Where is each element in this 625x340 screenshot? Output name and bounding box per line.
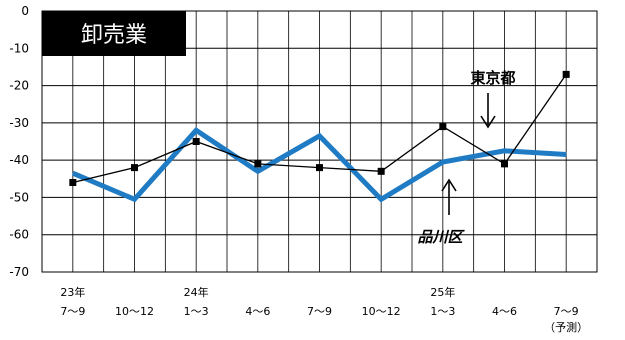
arrow-tokyo bbox=[480, 93, 496, 129]
series-label-tokyo: 東京都 bbox=[470, 69, 515, 87]
series-label-shinagawa: 品川区 bbox=[417, 228, 465, 246]
x-tick-year: 25年 bbox=[430, 285, 455, 299]
x-axis: 23年 7〜9 10〜12 24年 1〜3 4〜6 7〜9 10〜12 25年 1〜3 4〜6 7〜9… bbox=[60, 285, 588, 334]
y-tick-label: -10 bbox=[9, 41, 29, 55]
y-tick-label: -40 bbox=[9, 153, 29, 167]
chart-title: 卸売業 bbox=[81, 23, 147, 48]
data-point bbox=[439, 123, 447, 131]
x-tick-label: 10〜12 bbox=[115, 305, 154, 318]
x-tick-label: 1〜3 bbox=[430, 305, 455, 318]
data-point bbox=[377, 167, 385, 175]
title-box bbox=[42, 11, 186, 56]
y-tick-label: -50 bbox=[9, 190, 29, 204]
x-tick-year: 24年 bbox=[184, 285, 209, 299]
x-tick-note: （予測） bbox=[544, 320, 588, 334]
data-point bbox=[562, 70, 570, 78]
x-tick-label: 4〜6 bbox=[492, 305, 517, 318]
y-tick-label: -30 bbox=[9, 116, 29, 130]
series-layer bbox=[69, 70, 570, 203]
x-tick-label: 7〜9 bbox=[307, 305, 332, 318]
x-tick-label: 7〜9 bbox=[60, 305, 85, 318]
y-tick-label: -60 bbox=[9, 228, 29, 242]
y-axis: 0 -10 -20 -30 -40 -50 -60 -70 bbox=[9, 4, 29, 279]
data-point bbox=[254, 160, 262, 168]
data-point bbox=[501, 160, 508, 168]
x-tick-label: 10〜12 bbox=[362, 305, 401, 318]
x-tick-label: 4〜6 bbox=[245, 305, 270, 318]
y-tick-label: 0 bbox=[21, 4, 29, 18]
series-line-1 bbox=[71, 127, 567, 203]
y-tick-label: -20 bbox=[9, 79, 29, 93]
data-point bbox=[131, 164, 138, 172]
data-point bbox=[69, 179, 77, 187]
arrow-shinagawa bbox=[441, 178, 457, 215]
y-tick-label: -70 bbox=[9, 265, 29, 279]
data-point bbox=[192, 138, 200, 145]
x-tick-year: 23年 bbox=[60, 285, 85, 299]
data-point bbox=[316, 164, 323, 172]
x-tick-label: 7〜9 bbox=[554, 305, 579, 318]
x-tick-label: 1〜3 bbox=[184, 305, 209, 318]
